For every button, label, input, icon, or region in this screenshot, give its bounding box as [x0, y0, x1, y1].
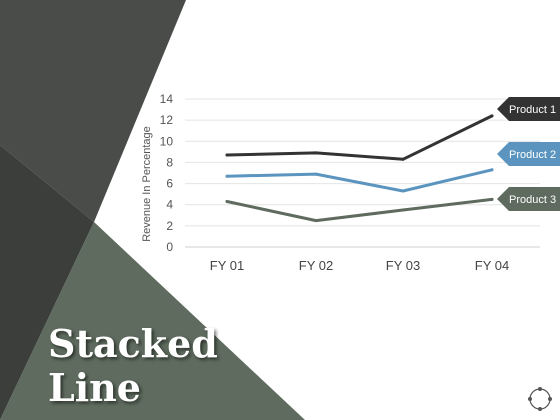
- green-panel: [0, 222, 305, 420]
- series-label-2: Product 2: [497, 142, 560, 166]
- y-tick-label: 8: [166, 155, 173, 169]
- data-point: [314, 172, 318, 176]
- y-tick-label: 6: [166, 177, 173, 191]
- data-point: [314, 219, 318, 223]
- x-category-label: FY 01: [210, 258, 244, 273]
- y-tick-label: 12: [160, 113, 174, 127]
- slide-title: Stacked Line: [48, 322, 218, 410]
- series-label-text: Product 2: [509, 149, 556, 161]
- data-point: [401, 157, 405, 161]
- x-category-label: FY 02: [299, 258, 333, 273]
- series-label-arrow: [497, 187, 560, 211]
- series-line-1: [225, 114, 494, 161]
- chart-series: [225, 114, 494, 223]
- series-label-arrow: [497, 142, 560, 166]
- x-category-label: FY 03: [386, 258, 420, 273]
- data-point: [401, 189, 405, 193]
- y-tick-label: 4: [166, 198, 173, 212]
- slide-title-line-2: Line: [48, 365, 141, 410]
- x-axis-categories: FY 01 FY 02 FY 03 FY 04: [210, 258, 509, 273]
- slide-title-line-1: Stacked: [48, 321, 218, 366]
- y-tick-label: 0: [166, 240, 173, 254]
- y-tick-label: 2: [166, 219, 173, 233]
- series-labels: Product 1 Product 2 Product 3: [497, 97, 560, 211]
- y-tick-label: 14: [160, 92, 174, 106]
- y-tick-label: 10: [160, 134, 174, 148]
- data-point: [490, 197, 494, 201]
- y-axis-ticks: 0 2 4 6 8 10 12 14: [160, 92, 174, 254]
- x-category-label: FY 04: [475, 258, 509, 273]
- series-label-3: Product 3: [497, 187, 560, 211]
- data-point: [225, 174, 229, 178]
- series-label-text: Product 1: [509, 104, 556, 116]
- data-point: [314, 151, 318, 155]
- data-point: [401, 208, 405, 212]
- y-axis-label: Revenue In Percentage: [141, 126, 153, 242]
- series-label-1: Product 1: [497, 97, 560, 121]
- data-point: [490, 168, 494, 172]
- data-point: [225, 200, 229, 203]
- data-point: [490, 114, 494, 118]
- circle-dots-icon[interactable]: [526, 385, 554, 413]
- darker-panel: [0, 145, 94, 420]
- dark-panel: [0, 0, 186, 222]
- series-label-arrow: [497, 97, 560, 121]
- series-line-2: [225, 168, 494, 193]
- series-line-3: [225, 197, 494, 223]
- series-label-text: Product 3: [509, 194, 556, 206]
- data-point: [225, 153, 229, 157]
- chart-grid: [185, 98, 540, 248]
